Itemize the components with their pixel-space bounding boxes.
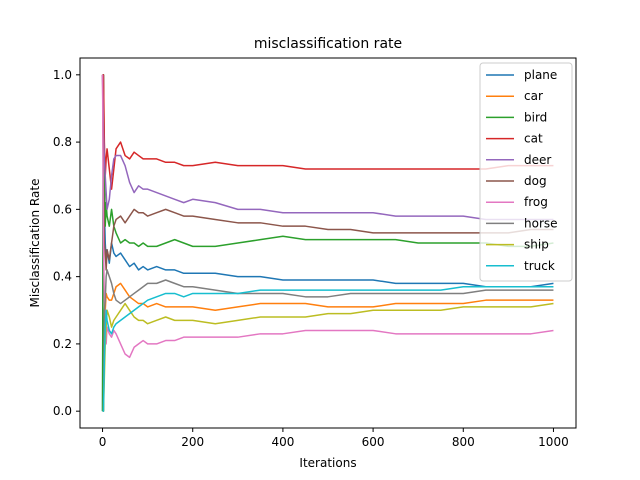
y-tick-label: 0.6	[53, 202, 72, 216]
x-tick-label: 600	[362, 435, 385, 449]
series-line-deer	[101, 74, 554, 221]
chart-title: misclassification rate	[254, 36, 402, 52]
x-axis-label: Iterations	[299, 456, 356, 470]
legend-label-car: car	[524, 89, 543, 103]
y-tick-label: 0.0	[53, 404, 72, 418]
legend-label-bird: bird	[524, 110, 547, 124]
x-tick-label: 1000	[538, 435, 569, 449]
y-tick-label: 0.8	[53, 135, 72, 149]
series-line-horse	[102, 269, 554, 412]
legend-label-horse: horse	[524, 216, 558, 230]
y-tick-label: 0.4	[53, 270, 72, 284]
x-tick-label: 0	[99, 435, 107, 449]
series-line-ship	[102, 302, 554, 412]
y-tick-label: 1.0	[53, 68, 72, 82]
series-line-car	[102, 282, 554, 412]
series-line-dog	[101, 74, 554, 271]
y-tick-label: 0.2	[53, 337, 72, 351]
y-axis-label: Misclassification Rate	[28, 179, 42, 308]
legend-label-frog: frog	[524, 195, 548, 209]
legend-label-deer: deer	[524, 153, 551, 167]
series-line-truck	[102, 285, 554, 412]
legend-label-ship: ship	[524, 238, 549, 252]
series-line-cat	[102, 74, 554, 190]
y-axis: 0.0 0.2 0.4 0.6 0.8 1.0	[53, 68, 80, 418]
plot-frame	[79, 57, 577, 429]
legend-label-dog: dog	[524, 174, 547, 188]
series-line-bird	[101, 74, 554, 412]
x-tick-label: 800	[452, 435, 475, 449]
x-tick-label: 400	[271, 435, 294, 449]
series-line-frog	[101, 74, 554, 359]
series-layer	[101, 74, 554, 412]
legend-label-plane: plane	[524, 68, 557, 82]
legend: plane car bird cat deer dog frog horse ship truck	[479, 62, 573, 282]
legend-label-truck: truck	[524, 259, 555, 273]
legend-label-cat: cat	[524, 132, 543, 146]
x-tick-label: 200	[181, 435, 204, 449]
x-axis: 0 200 400 600 800 1000	[99, 428, 569, 449]
